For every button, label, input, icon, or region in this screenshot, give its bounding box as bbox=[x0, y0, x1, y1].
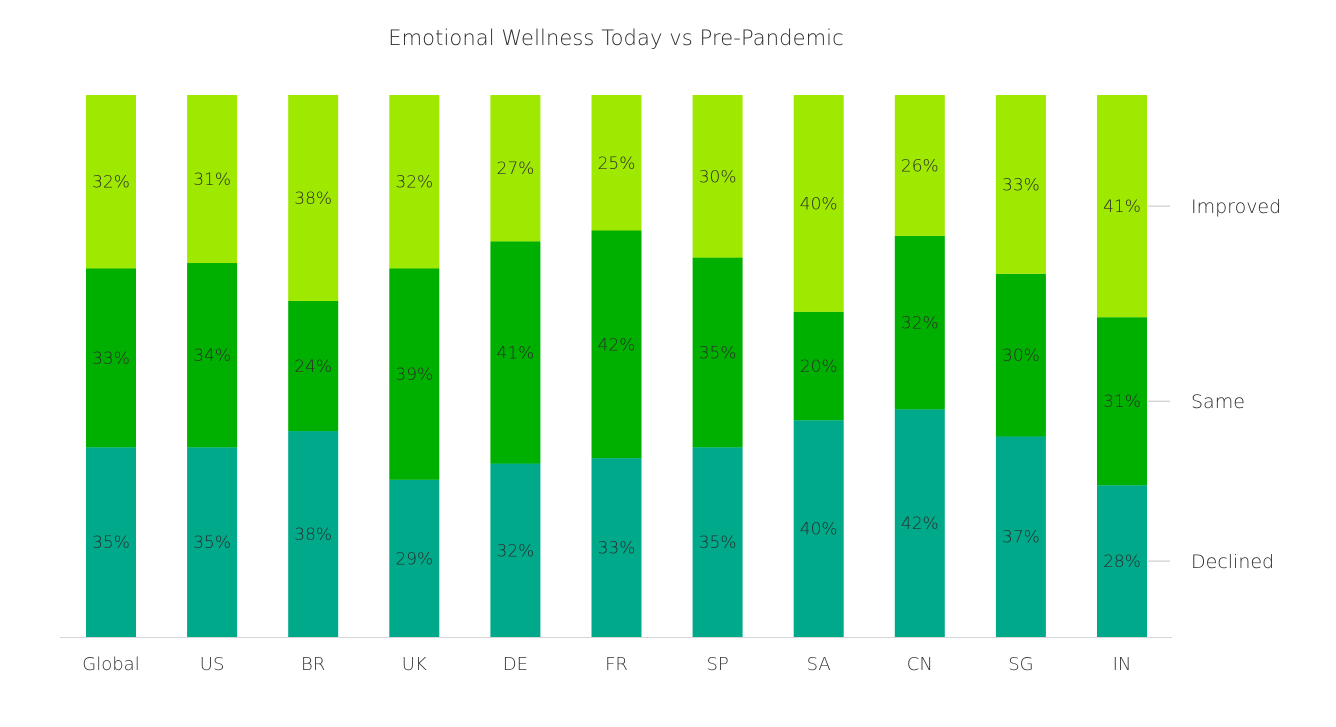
legend-label-declined: Declined bbox=[1191, 551, 1274, 573]
data-label-same-fr: 42% bbox=[598, 335, 636, 355]
bar-segment-same-br bbox=[288, 300, 339, 432]
data-label-improved-in: 41% bbox=[1103, 197, 1141, 217]
bar-segment-declined-br bbox=[288, 431, 339, 637]
x-tick-label-global: Global bbox=[82, 654, 139, 675]
data-label-declined-in: 28% bbox=[1103, 552, 1141, 572]
data-label-improved-sp: 30% bbox=[699, 167, 737, 187]
data-label-same-global: 33% bbox=[92, 349, 130, 369]
bar-segment-improved-sg bbox=[995, 95, 1046, 274]
bar-segment-same-in bbox=[1097, 317, 1147, 486]
data-label-declined-global: 35% bbox=[92, 533, 130, 553]
bar-segment-declined-uk bbox=[389, 479, 440, 637]
x-tick-label-br: BR bbox=[301, 654, 325, 675]
bar-segment-declined-sp bbox=[692, 447, 743, 637]
bar-segment-declined-sa bbox=[793, 420, 844, 637]
data-label-improved-uk: 32% bbox=[395, 173, 433, 193]
bar-segment-improved-de bbox=[490, 95, 541, 242]
bar-segment-improved-sa bbox=[793, 95, 844, 312]
bar-segment-improved-global bbox=[86, 95, 136, 269]
x-tick-label-sa: SA bbox=[807, 654, 831, 675]
bar-segment-same-global bbox=[86, 268, 136, 448]
bar-segment-improved-uk bbox=[389, 95, 440, 269]
bar-segment-declined-global bbox=[86, 447, 136, 637]
data-label-improved-global: 32% bbox=[92, 173, 130, 193]
bar-segment-same-sa bbox=[793, 311, 844, 421]
x-tick-label-cn: CN bbox=[907, 654, 933, 675]
bar-segment-same-uk bbox=[389, 268, 440, 480]
bar-segment-improved-sp bbox=[692, 95, 743, 258]
bar-segment-improved-br bbox=[288, 95, 339, 301]
segment-labels-layer: 35% 33% 32% 35% 34% 31% 38% 24% 38% 29% 39% 32% 32% 4… bbox=[92, 154, 1141, 572]
data-label-declined-sp: 35% bbox=[699, 533, 737, 553]
legend: Declined Same Improved bbox=[1148, 196, 1281, 573]
bar-segment-same-de bbox=[490, 241, 541, 464]
x-tick-label-fr: FR bbox=[605, 654, 628, 675]
data-label-improved-br: 38% bbox=[294, 189, 332, 209]
chart-title: Emotional Wellness Today vs Pre-Pandemic bbox=[388, 26, 844, 50]
legend-label-same: Same bbox=[1191, 391, 1245, 413]
bar-segment-declined-in bbox=[1097, 485, 1147, 637]
bar-segment-declined-fr bbox=[591, 458, 642, 637]
bar-segment-same-us bbox=[187, 263, 238, 448]
bar-segment-same-sp bbox=[692, 257, 743, 448]
data-label-improved-de: 27% bbox=[497, 159, 535, 179]
x-tick-label-us: US bbox=[200, 654, 225, 675]
bar-segment-improved-us bbox=[187, 95, 238, 264]
data-label-declined-cn: 42% bbox=[901, 514, 939, 534]
data-label-same-de: 41% bbox=[497, 343, 535, 363]
data-label-same-uk: 39% bbox=[395, 365, 433, 385]
data-label-same-us: 34% bbox=[193, 346, 231, 366]
data-label-improved-sa: 40% bbox=[800, 194, 838, 214]
data-label-same-br: 24% bbox=[294, 357, 332, 377]
data-label-same-sg: 30% bbox=[1002, 346, 1040, 366]
data-label-declined-br: 38% bbox=[294, 525, 332, 545]
data-label-improved-fr: 25% bbox=[598, 154, 636, 174]
data-label-improved-sg: 33% bbox=[1002, 175, 1040, 195]
legend-label-improved: Improved bbox=[1191, 196, 1281, 218]
bar-segment-improved-in bbox=[1097, 95, 1147, 318]
bar-segment-same-sg bbox=[995, 273, 1046, 437]
bar-segment-declined-cn bbox=[894, 409, 945, 637]
bar-segment-improved-fr bbox=[591, 95, 642, 231]
bar-segment-same-cn bbox=[894, 235, 945, 410]
x-tick-label-sg: SG bbox=[1008, 654, 1033, 675]
data-label-declined-uk: 29% bbox=[395, 549, 433, 569]
bar-segment-declined-sg bbox=[995, 436, 1046, 637]
x-tick-label-uk: UK bbox=[402, 654, 427, 675]
x-tick-label-in: IN bbox=[1113, 654, 1132, 675]
bar-segment-improved-cn bbox=[894, 95, 945, 236]
data-label-declined-sa: 40% bbox=[800, 520, 838, 540]
bar-segment-same-fr bbox=[591, 230, 642, 459]
bar-segment-declined-de bbox=[490, 463, 541, 637]
data-label-same-sp: 35% bbox=[699, 343, 737, 363]
data-label-declined-sg: 37% bbox=[1002, 528, 1040, 548]
data-label-improved-us: 31% bbox=[193, 170, 231, 190]
bars-layer bbox=[86, 95, 1147, 637]
data-label-declined-fr: 33% bbox=[598, 539, 636, 559]
bar-segment-declined-us bbox=[187, 447, 238, 637]
data-label-declined-de: 32% bbox=[497, 541, 535, 561]
x-axis: Global US BR UK DE FR SP SA CN SG IN bbox=[60, 637, 1172, 675]
data-label-improved-cn: 26% bbox=[901, 156, 939, 176]
data-label-same-cn: 32% bbox=[901, 314, 939, 334]
data-label-declined-us: 35% bbox=[193, 533, 231, 553]
x-tick-label-de: DE bbox=[503, 654, 528, 675]
data-label-same-sa: 20% bbox=[800, 357, 838, 377]
x-tick-label-sp: SP bbox=[706, 654, 728, 675]
data-label-same-in: 31% bbox=[1103, 392, 1141, 412]
